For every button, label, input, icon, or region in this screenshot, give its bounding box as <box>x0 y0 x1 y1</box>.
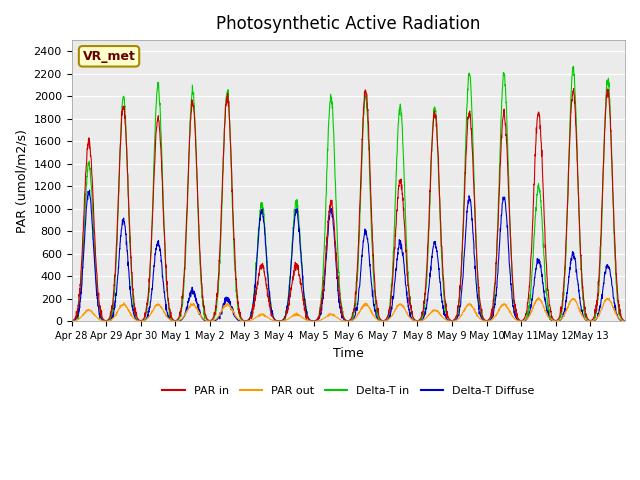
PAR out <box>123 305 131 311</box>
PAR out <box>621 318 629 324</box>
PAR in <box>243 318 250 324</box>
PAR out <box>381 318 389 324</box>
Line: PAR out: PAR out <box>72 298 625 321</box>
Delta-T Diffuse <box>243 318 251 324</box>
PAR out <box>243 318 250 324</box>
Delta-T Diffuse <box>515 318 523 324</box>
Text: VR_met: VR_met <box>83 50 136 63</box>
Delta-T Diffuse <box>621 318 629 324</box>
PAR out <box>547 316 554 322</box>
Delta-T in <box>546 313 554 319</box>
PAR in <box>614 291 621 297</box>
Title: Photosynthetic Active Radiation: Photosynthetic Active Radiation <box>216 15 481 33</box>
PAR out <box>68 318 76 324</box>
PAR in <box>275 318 283 324</box>
Delta-T in <box>243 318 250 324</box>
Delta-T in <box>515 317 523 323</box>
Delta-T Diffuse <box>206 318 214 324</box>
Legend: PAR in, PAR out, Delta-T in, Delta-T Diffuse: PAR in, PAR out, Delta-T in, Delta-T Dif… <box>158 381 538 400</box>
PAR in <box>123 153 131 158</box>
Delta-T Diffuse <box>614 313 621 319</box>
PAR out <box>515 318 523 324</box>
Delta-T in <box>614 297 621 303</box>
Line: PAR in: PAR in <box>72 88 625 321</box>
PAR in <box>547 305 554 311</box>
Delta-T Diffuse <box>382 318 390 324</box>
PAR out <box>614 313 621 319</box>
PAR in <box>68 318 76 324</box>
Delta-T Diffuse <box>68 318 76 324</box>
X-axis label: Time: Time <box>333 347 364 360</box>
PAR out <box>534 295 542 300</box>
Line: Delta-T Diffuse: Delta-T Diffuse <box>72 190 625 321</box>
Delta-T in <box>570 63 577 69</box>
Y-axis label: PAR (umol/m2/s): PAR (umol/m2/s) <box>15 129 28 233</box>
Delta-T Diffuse <box>124 248 131 254</box>
Line: Delta-T in: Delta-T in <box>72 66 625 321</box>
Delta-T in <box>621 318 629 324</box>
Delta-T in <box>123 146 131 152</box>
Delta-T in <box>68 318 76 324</box>
PAR in <box>570 85 577 91</box>
PAR in <box>621 318 629 324</box>
Delta-T Diffuse <box>86 187 93 193</box>
Delta-T Diffuse <box>547 317 554 323</box>
PAR in <box>515 317 523 323</box>
PAR in <box>382 317 390 323</box>
Delta-T in <box>381 317 389 323</box>
